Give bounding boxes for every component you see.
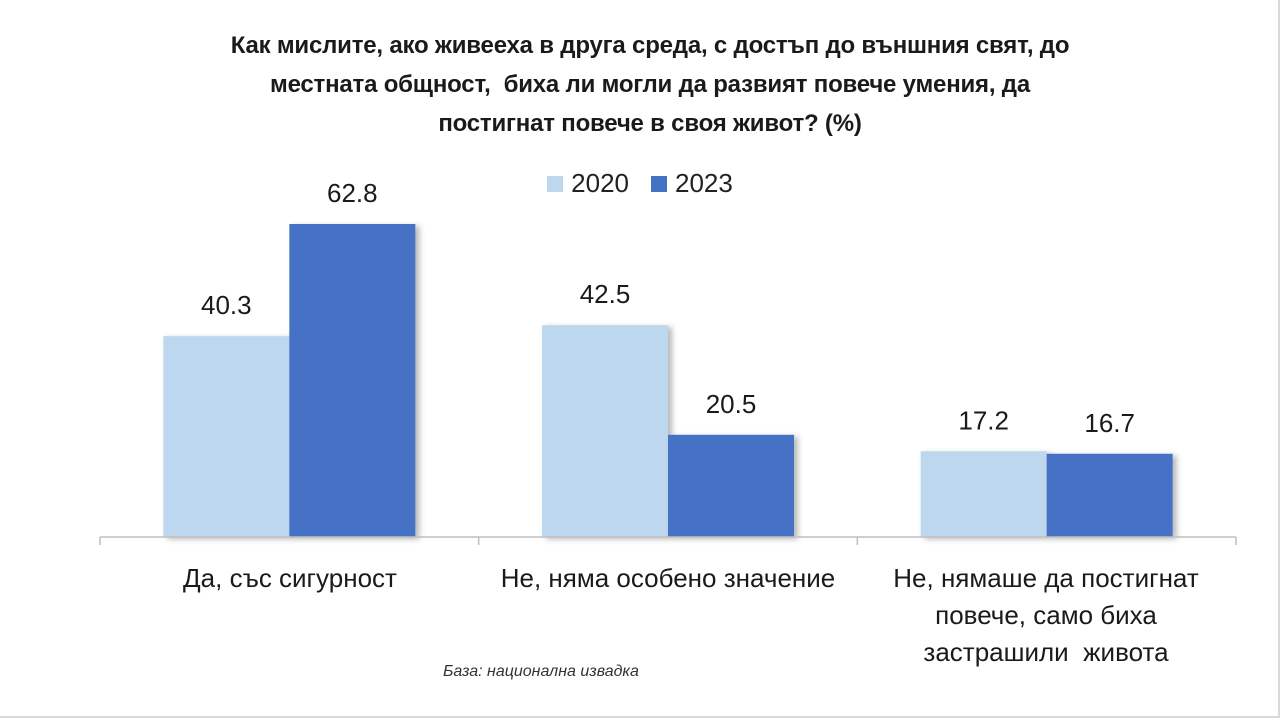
chart-title-line-3: постигнат повече в своя живот? (%) bbox=[438, 110, 862, 137]
source-note: База: национална извадка bbox=[443, 663, 639, 680]
category-label-3-line-2: повече, само биха bbox=[935, 600, 1157, 630]
chart-title-line-2: местната общност, биха ли могли да разви… bbox=[270, 71, 1030, 98]
data-label-2023-category-2: 20.5 bbox=[706, 389, 757, 419]
category-label-2-line-1: Не, няма особено значение bbox=[500, 563, 836, 593]
category-label-1-line-1: Да, със сигурност bbox=[183, 563, 397, 593]
category-label-2: Не, няма особено значение bbox=[478, 560, 858, 597]
legend-swatch-2020 bbox=[547, 175, 564, 192]
data-label-2023-category-1: 62.8 bbox=[327, 178, 378, 208]
legend-item-2020: 2020 bbox=[547, 168, 629, 199]
chart-legend: 2020 2023 bbox=[0, 168, 1280, 199]
bar-2023-category-2 bbox=[668, 434, 794, 537]
legend-label-2023: 2023 bbox=[675, 168, 733, 198]
bar-2020-category-2 bbox=[542, 325, 668, 537]
chart-title-line-1: Как мислите, ако живееха в друга среда, … bbox=[230, 32, 1070, 59]
data-label-2020-category-2: 42.5 bbox=[580, 279, 631, 309]
bar-2020-category-1 bbox=[163, 336, 290, 537]
category-label-3-line-3: застрашили живота bbox=[923, 637, 1169, 667]
bar-2023-category-1 bbox=[289, 224, 416, 537]
chart-title: Как мислите, ако живееха в друга среда, … bbox=[100, 26, 1200, 143]
data-label-2020-category-3: 17.2 bbox=[958, 405, 1009, 435]
category-label-3-line-1: Не, нямаше да постигнат bbox=[893, 563, 1199, 593]
legend-label-2020: 2020 bbox=[571, 168, 629, 198]
legend-swatch-2023 bbox=[651, 175, 667, 192]
category-label-1: Да, със сигурност bbox=[100, 560, 480, 597]
bar-2023-category-3 bbox=[1046, 453, 1173, 537]
bar-2020-category-3 bbox=[920, 451, 1047, 537]
category-label-3: Не, нямаше да постигнат повече, само бих… bbox=[856, 560, 1236, 671]
legend-item-2023: 2023 bbox=[651, 168, 733, 199]
data-label-2020-category-1: 40.3 bbox=[201, 290, 252, 320]
data-label-2023-category-3: 16.7 bbox=[1084, 408, 1135, 438]
